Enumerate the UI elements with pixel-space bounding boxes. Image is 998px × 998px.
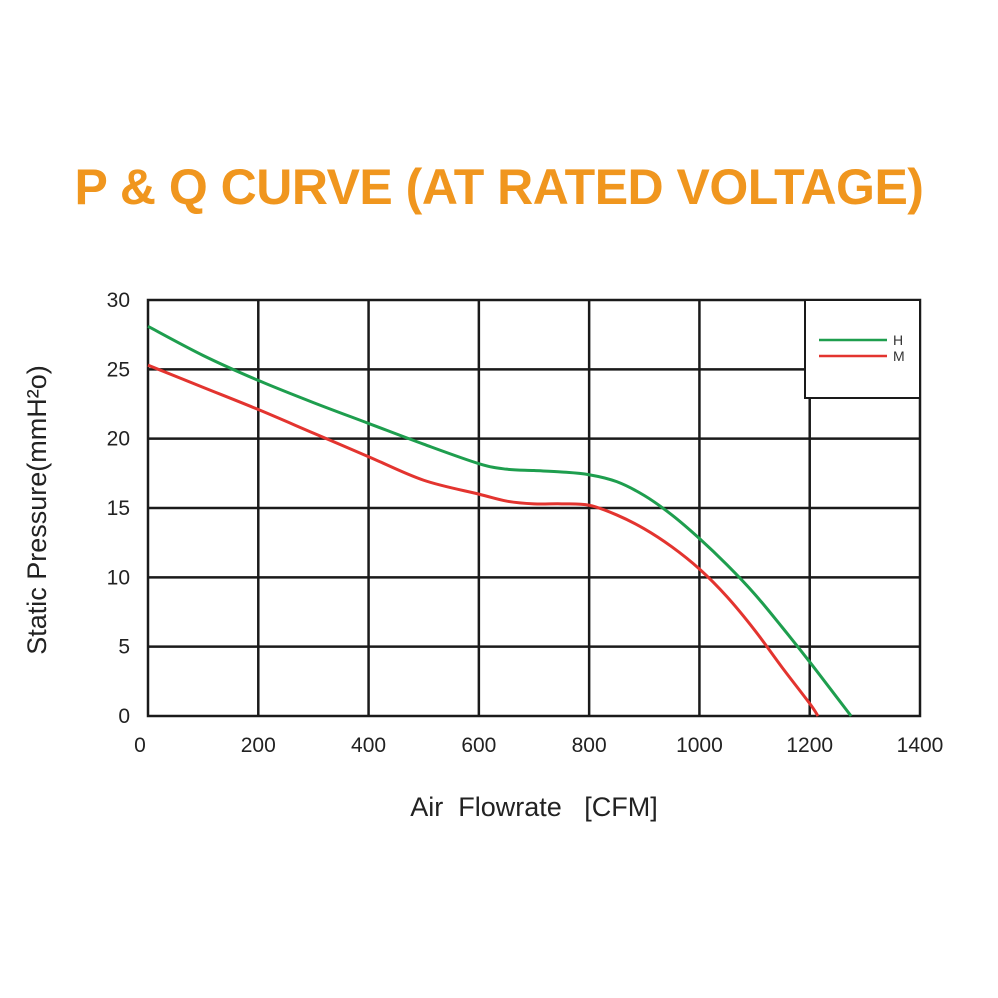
x-tick-label: 1200 bbox=[786, 734, 833, 757]
series-line-m bbox=[147, 363, 820, 717]
x-tick-label: 600 bbox=[461, 734, 496, 757]
chart-title: P & Q CURVE (AT RATED VOLTAGE) bbox=[74, 159, 924, 215]
legend-label-h: H bbox=[893, 332, 903, 348]
x-tick-label: 1000 bbox=[676, 734, 723, 757]
y-tick-label: 20 bbox=[107, 428, 130, 451]
x-tick-label: 1400 bbox=[897, 734, 944, 757]
y-tick-label: 0 bbox=[118, 705, 130, 728]
x-tick-label: 200 bbox=[241, 734, 276, 757]
x-tick-label: 0 bbox=[134, 734, 146, 757]
y-tick-label: 5 bbox=[118, 636, 130, 659]
legend-label-m: M bbox=[893, 348, 905, 364]
y-tick-label: 15 bbox=[107, 497, 130, 520]
series-line-h bbox=[147, 325, 853, 717]
x-axis-label: Air Flowrate [CFM] bbox=[410, 792, 658, 822]
y-tick-label: 25 bbox=[107, 358, 130, 381]
legend: HM bbox=[804, 299, 921, 399]
y-tick-labels: 0 5 10 15 20 25 30 bbox=[107, 289, 130, 728]
legend-box bbox=[804, 299, 921, 399]
y-tick-label: 30 bbox=[107, 289, 130, 312]
y-tick-label: 10 bbox=[107, 566, 130, 589]
series-lines bbox=[147, 325, 853, 717]
x-tick-label: 800 bbox=[572, 734, 607, 757]
x-tick-labels: 0 200 400 600 800 1000 1200 1400 bbox=[134, 734, 943, 757]
x-tick-label: 400 bbox=[351, 734, 386, 757]
y-axis-label: Static Pressure(mmH²o) bbox=[22, 365, 52, 655]
